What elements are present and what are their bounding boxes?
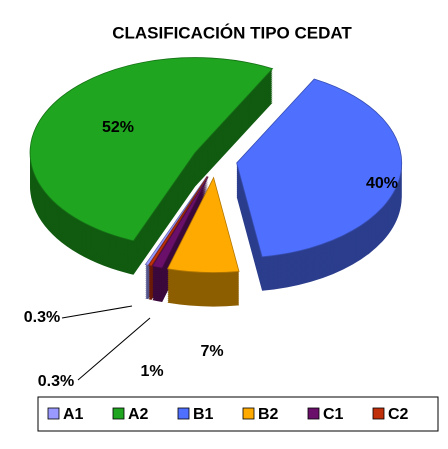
- legend-swatch: [372, 407, 385, 420]
- legend-label: C2: [388, 406, 409, 423]
- leader-line: [77, 317, 151, 381]
- slice: [148, 176, 208, 267]
- legend-label: B1: [193, 406, 214, 423]
- data-label: 7%: [200, 343, 223, 360]
- leader-line: [61, 305, 133, 319]
- data-label: 0.3%: [24, 309, 60, 326]
- legend-label: A1: [63, 406, 84, 423]
- slice: [151, 176, 209, 269]
- slice: [236, 78, 403, 258]
- slice: [166, 176, 240, 273]
- legend-swatch: [47, 407, 60, 420]
- legend-box: [37, 396, 439, 432]
- legend-label: B2: [258, 406, 279, 423]
- data-label: 1%: [140, 363, 163, 380]
- data-label: 0.3%: [38, 373, 74, 390]
- chart-title: CLASIFICACIÓN TIPO CEDAT: [112, 23, 352, 42]
- legend-label: C1: [323, 406, 344, 423]
- data-label: 40%: [366, 175, 398, 192]
- data-label: 52%: [102, 119, 134, 136]
- legend-swatch: [112, 407, 125, 420]
- slice: [29, 57, 274, 242]
- legend-swatch: [307, 407, 320, 420]
- legend-label: A2: [128, 406, 149, 423]
- legend-swatch: [242, 407, 255, 420]
- legend-swatch: [177, 407, 190, 420]
